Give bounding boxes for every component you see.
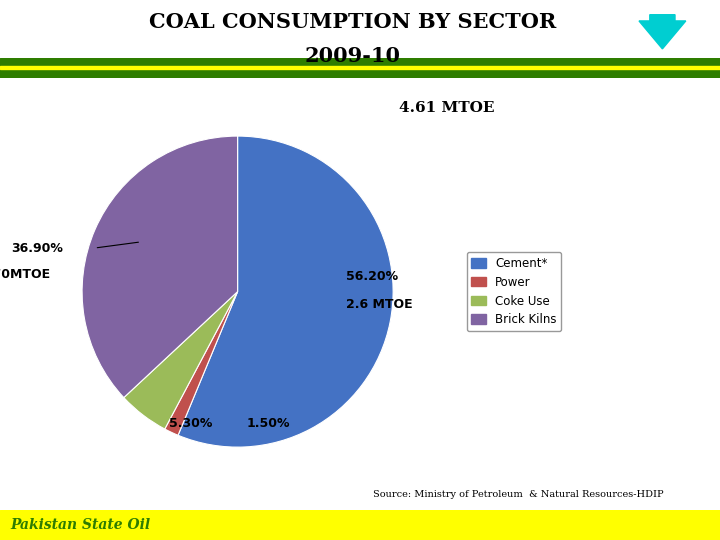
Text: 2009-10: 2009-10 [305, 46, 401, 66]
FancyArrow shape [639, 15, 685, 49]
Text: COAL CONSUMPTION BY SECTOR: COAL CONSUMPTION BY SECTOR [149, 12, 557, 32]
Text: 36.90%: 36.90% [12, 241, 63, 254]
Wedge shape [82, 136, 238, 397]
Wedge shape [178, 136, 393, 447]
Wedge shape [165, 292, 238, 435]
Text: 1.70MTOE: 1.70MTOE [0, 268, 51, 281]
Text: 56.20%: 56.20% [346, 269, 399, 282]
Legend: Cement*, Power, Coke Use, Brick Kilns: Cement*, Power, Coke Use, Brick Kilns [467, 252, 562, 331]
Text: 4.61 MTOE: 4.61 MTOE [399, 101, 494, 115]
Text: Source: Ministry of Petroleum  & Natural Resources-HDIP: Source: Ministry of Petroleum & Natural … [373, 490, 664, 498]
Text: 5.30%: 5.30% [169, 417, 212, 430]
Text: 2.6 MTOE: 2.6 MTOE [346, 298, 413, 310]
Bar [0, 66, 720, 69]
Text: Pakistan State Oil: Pakistan State Oil [11, 518, 151, 532]
Wedge shape [124, 292, 238, 429]
Text: 1.50%: 1.50% [247, 417, 290, 430]
